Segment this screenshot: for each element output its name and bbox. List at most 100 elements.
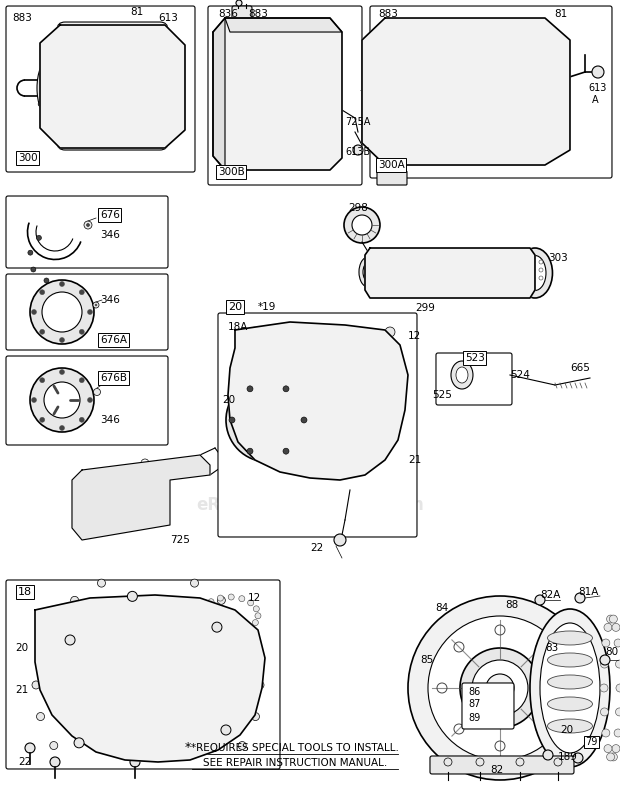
Circle shape: [60, 369, 64, 375]
Text: 346: 346: [100, 230, 120, 240]
Circle shape: [426, 51, 434, 59]
Circle shape: [604, 745, 612, 753]
Circle shape: [531, 260, 535, 264]
Circle shape: [476, 758, 484, 766]
FancyBboxPatch shape: [208, 6, 362, 185]
Circle shape: [516, 758, 524, 766]
Text: 676A: 676A: [100, 335, 127, 345]
Circle shape: [130, 757, 140, 767]
Text: *REQUIRES SPECIAL TOOLS TO INSTALL.: *REQUIRES SPECIAL TOOLS TO INSTALL.: [191, 743, 399, 753]
Circle shape: [495, 741, 505, 751]
Circle shape: [246, 68, 310, 132]
Circle shape: [87, 223, 89, 226]
Circle shape: [616, 708, 620, 716]
Circle shape: [229, 417, 235, 423]
Circle shape: [448, 117, 456, 125]
Circle shape: [227, 145, 233, 151]
Text: 22: 22: [310, 543, 323, 553]
Text: 82A: 82A: [540, 590, 560, 600]
Circle shape: [454, 642, 464, 652]
Circle shape: [40, 329, 45, 335]
Circle shape: [30, 368, 94, 432]
Text: 12: 12: [408, 331, 421, 341]
Circle shape: [600, 708, 608, 716]
Circle shape: [614, 729, 620, 737]
Circle shape: [460, 648, 540, 728]
Circle shape: [444, 758, 452, 766]
Circle shape: [53, 102, 58, 107]
Circle shape: [125, 497, 131, 503]
Text: 20: 20: [228, 302, 242, 312]
Circle shape: [609, 753, 618, 761]
Circle shape: [146, 49, 150, 53]
Circle shape: [320, 327, 330, 337]
Text: 79: 79: [585, 737, 597, 747]
Circle shape: [492, 51, 500, 59]
Circle shape: [600, 655, 610, 665]
Text: 883: 883: [248, 9, 268, 19]
Ellipse shape: [226, 630, 232, 636]
Text: 299: 299: [415, 303, 435, 313]
Text: 21: 21: [408, 455, 421, 465]
Ellipse shape: [540, 623, 600, 753]
Text: 21: 21: [15, 685, 29, 695]
Ellipse shape: [41, 69, 55, 107]
Circle shape: [470, 73, 478, 81]
Text: 525: 525: [432, 390, 452, 400]
Circle shape: [87, 309, 92, 315]
Ellipse shape: [37, 649, 45, 657]
Circle shape: [60, 425, 64, 431]
Text: 613B: 613B: [345, 147, 370, 157]
Circle shape: [285, 327, 295, 337]
Ellipse shape: [32, 681, 40, 689]
Circle shape: [470, 117, 478, 125]
FancyBboxPatch shape: [6, 6, 195, 172]
Circle shape: [100, 70, 140, 110]
Circle shape: [37, 235, 42, 241]
Text: *19: *19: [258, 302, 277, 312]
Circle shape: [79, 378, 84, 383]
Ellipse shape: [202, 604, 208, 611]
Ellipse shape: [50, 620, 58, 629]
Circle shape: [448, 95, 456, 103]
Ellipse shape: [547, 719, 593, 733]
Circle shape: [616, 684, 620, 692]
Text: 300: 300: [18, 153, 38, 163]
Circle shape: [87, 398, 92, 402]
Circle shape: [486, 674, 514, 702]
Circle shape: [91, 674, 119, 702]
Circle shape: [48, 112, 53, 117]
Circle shape: [141, 459, 149, 467]
Circle shape: [365, 445, 385, 465]
Circle shape: [448, 51, 456, 59]
Ellipse shape: [71, 596, 79, 604]
Circle shape: [492, 95, 500, 103]
Circle shape: [157, 60, 161, 64]
Circle shape: [609, 615, 618, 623]
Circle shape: [301, 417, 307, 423]
Ellipse shape: [252, 619, 259, 626]
Circle shape: [604, 623, 612, 631]
Circle shape: [312, 397, 348, 433]
Circle shape: [40, 417, 45, 422]
Text: 725A: 725A: [345, 117, 370, 127]
FancyBboxPatch shape: [6, 196, 168, 268]
Ellipse shape: [547, 697, 593, 711]
Text: 676: 676: [100, 210, 120, 220]
Text: 189: 189: [558, 752, 578, 762]
Ellipse shape: [239, 596, 245, 602]
Text: 84: 84: [435, 603, 448, 613]
Polygon shape: [225, 18, 342, 32]
Text: 613: 613: [158, 13, 178, 23]
Text: 81: 81: [130, 7, 143, 17]
Circle shape: [437, 683, 447, 693]
FancyBboxPatch shape: [57, 22, 168, 150]
Text: 665: 665: [570, 363, 590, 373]
Ellipse shape: [37, 61, 59, 115]
Text: 20: 20: [560, 725, 573, 735]
Circle shape: [42, 112, 47, 117]
Text: 20: 20: [15, 643, 28, 653]
Text: 725: 725: [170, 535, 190, 545]
Ellipse shape: [190, 579, 198, 587]
Polygon shape: [72, 455, 210, 540]
